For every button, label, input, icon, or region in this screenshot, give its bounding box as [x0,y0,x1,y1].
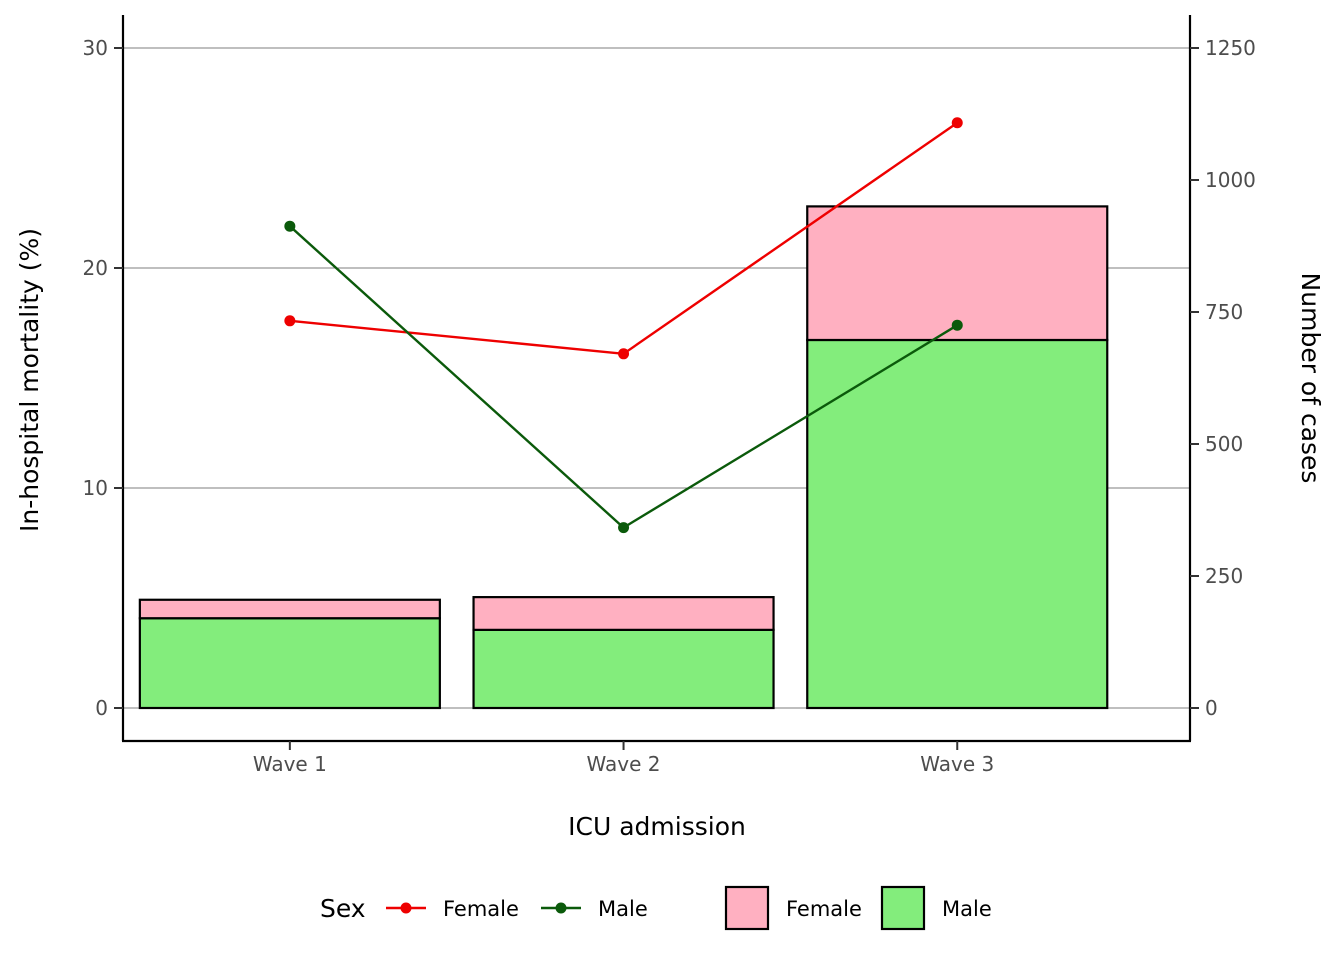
x-tick-label: Wave 1 [253,752,327,776]
x-axis-title: ICU admission [568,812,746,841]
legend-line-point-female [400,902,412,914]
x-tick-label: Wave 3 [920,752,994,776]
legend-line-label-female: Female [443,897,519,921]
legend-line-label-male: Male [598,897,648,921]
y-right-tick-label: 500 [1205,432,1243,456]
line-series [284,117,963,534]
point-male-3 [951,319,963,331]
legend-line-point-male [555,902,567,914]
point-female-2 [618,348,630,360]
bar-male-3 [806,338,1109,710]
legend-fill-label-female: Female [786,897,862,921]
point-female-3 [951,117,963,129]
bars [138,205,1109,710]
point-male-1 [284,220,296,232]
y-axis-title-left: In-hospital mortality (%) [15,228,44,532]
y-left-tick-label: 20 [83,256,108,280]
y-left-tick-label: 10 [83,476,108,500]
bar-male-2 [472,628,775,710]
y-right-tick-label: 1250 [1205,36,1256,60]
y-right-tick-label: 0 [1205,696,1218,720]
y-right-tick-label: 1000 [1205,168,1256,192]
legend-title: Sex [320,894,366,923]
y-right-tick-label: 750 [1205,300,1243,324]
bar-female-3 [806,205,1109,342]
y-left-tick-label: 30 [83,36,108,60]
bar-female-1 [138,598,441,620]
legend-fill-key-female [724,885,770,931]
point-male-2 [618,522,630,534]
x-tick-label: Wave 2 [587,752,661,776]
axes: 0 10 20 30 0 250 500 750 1000 1250 Wave 1 Wave 2 Wav… [83,15,1256,776]
legend-fill-label-male: Male [942,897,992,921]
legend-fill-key-male [880,885,926,931]
y-left-tick-label: 0 [95,696,108,720]
point-female-1 [284,315,296,327]
legend: Sex Female Male Female Male [320,885,992,931]
y-axis-title-right: Number of cases [1296,273,1325,484]
y-right-tick-label: 250 [1205,564,1243,588]
bar-male-1 [138,617,441,710]
bar-female-2 [472,596,775,631]
